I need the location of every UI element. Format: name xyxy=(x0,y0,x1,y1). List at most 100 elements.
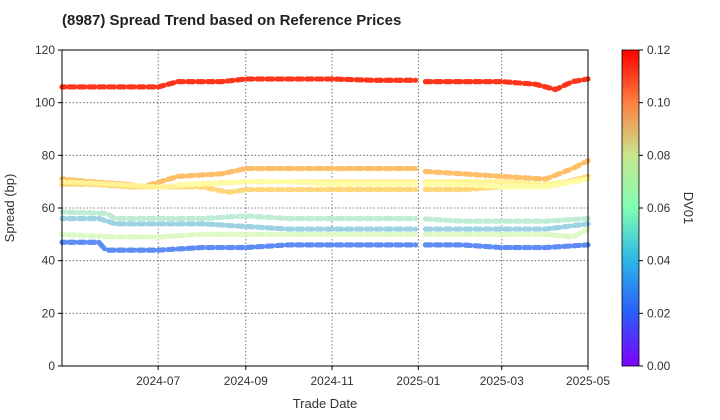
data-point xyxy=(438,181,444,187)
data-point xyxy=(151,184,157,190)
data-point xyxy=(378,231,385,237)
data-point xyxy=(468,186,474,192)
x-tick-label: 2024-09 xyxy=(224,374,268,388)
data-point xyxy=(349,181,355,187)
data-point xyxy=(299,179,305,186)
data-point xyxy=(309,215,315,222)
data-point xyxy=(210,215,216,221)
data-point xyxy=(82,210,88,216)
data-point xyxy=(438,226,444,232)
x-axis-label: Trade Date xyxy=(293,396,358,411)
data-point xyxy=(260,243,266,250)
data-point xyxy=(309,165,315,172)
data-point xyxy=(487,173,494,179)
data-point xyxy=(151,234,157,240)
data-point xyxy=(240,231,246,237)
data-point xyxy=(62,215,68,222)
data-point xyxy=(151,247,157,253)
data-point xyxy=(111,84,117,90)
data-point xyxy=(151,84,157,90)
data-point xyxy=(497,184,503,190)
data-point xyxy=(398,226,404,232)
data-point xyxy=(349,215,355,222)
data-point xyxy=(567,179,573,186)
data-point xyxy=(477,172,484,178)
data-point xyxy=(299,165,305,172)
data-point xyxy=(359,181,365,187)
colorbar-tick-label: 0.04 xyxy=(647,254,671,268)
colorbar-label: DV01 xyxy=(681,192,696,225)
data-point xyxy=(190,221,197,227)
data-point xyxy=(507,79,513,85)
data-point xyxy=(567,234,573,240)
y-axis-label: Spread (bp) xyxy=(2,174,17,243)
data-point xyxy=(448,231,454,237)
data-point xyxy=(369,215,375,222)
data-point xyxy=(82,84,88,90)
data-point xyxy=(181,173,187,179)
data-point xyxy=(299,186,305,193)
data-point xyxy=(349,186,355,193)
data-point xyxy=(121,247,127,253)
x-tick-label: 2025-01 xyxy=(396,374,440,388)
data-point xyxy=(547,218,553,224)
data-point xyxy=(547,225,553,232)
data-point xyxy=(378,242,385,248)
data-point xyxy=(517,80,523,86)
data-point xyxy=(458,79,464,85)
data-point xyxy=(319,165,325,172)
data-point xyxy=(101,210,108,216)
data-point xyxy=(111,215,117,221)
data-point xyxy=(171,246,177,252)
data-point xyxy=(111,220,117,226)
data-point xyxy=(289,186,296,193)
data-point xyxy=(388,226,395,232)
data-point xyxy=(349,226,355,232)
data-point xyxy=(121,182,127,188)
data-point xyxy=(171,80,177,86)
data-point xyxy=(497,79,503,85)
data-point xyxy=(210,231,216,237)
data-point xyxy=(547,85,553,91)
data-point xyxy=(72,215,78,222)
data-point xyxy=(161,215,167,222)
data-point xyxy=(339,215,345,222)
data-point xyxy=(412,242,419,248)
x-tick-label: 2025-05 xyxy=(566,374,610,388)
data-point xyxy=(408,186,414,193)
data-point xyxy=(171,233,177,239)
data-point xyxy=(339,226,345,232)
data-point xyxy=(576,230,583,236)
data-point xyxy=(359,231,365,237)
data-point xyxy=(468,242,474,249)
data-point xyxy=(82,215,88,222)
data-point xyxy=(537,184,543,190)
data-point xyxy=(339,76,345,82)
data-point xyxy=(279,231,286,237)
data-point xyxy=(487,218,494,224)
data-point xyxy=(388,77,395,83)
data-point xyxy=(131,234,137,240)
data-point xyxy=(289,165,296,172)
data-point xyxy=(171,221,177,227)
data-point xyxy=(507,174,513,180)
data-point xyxy=(412,226,419,232)
data-point xyxy=(121,234,127,240)
data-point xyxy=(181,221,187,227)
data-point xyxy=(477,218,484,224)
data-point xyxy=(517,231,523,237)
data-point xyxy=(527,81,533,87)
data-point xyxy=(507,179,513,185)
data-point xyxy=(448,181,454,187)
axis-ticks: 2024-07 2024-09 2024-11 2025-01 2025-03 2025-… xyxy=(35,43,610,388)
data-point xyxy=(438,186,444,193)
data-point xyxy=(210,171,216,177)
data-point xyxy=(527,226,533,232)
data-point xyxy=(121,215,127,222)
data-point xyxy=(537,226,543,232)
data-point xyxy=(250,213,256,219)
data-point xyxy=(131,182,137,189)
data-point xyxy=(527,231,533,237)
data-point xyxy=(517,180,523,186)
data-point xyxy=(567,243,573,249)
